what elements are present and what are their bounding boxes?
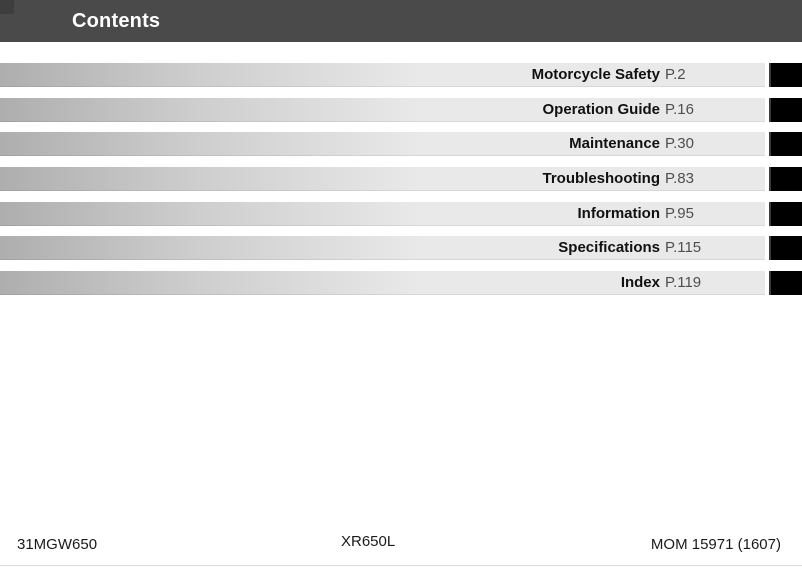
toc-bar: Information P.95 <box>0 201 765 226</box>
toc-item-page: P.83 <box>665 170 694 188</box>
toc-row-troubleshooting: Troubleshooting P.83 <box>0 167 802 192</box>
toc-item-page: P.16 <box>665 100 694 118</box>
toc-side-tab <box>769 167 802 192</box>
toc-bar: Specifications P.115 <box>0 236 765 261</box>
toc-item-label: Information <box>577 204 661 222</box>
toc-side-tab <box>769 236 802 261</box>
toc-item-page: P.2 <box>665 66 686 83</box>
toc-row-operation-guide: Operation Guide P.16 <box>0 97 802 122</box>
toc-side-tab <box>769 97 802 122</box>
toc-row-information: Information P.95 <box>0 201 802 226</box>
toc-side-tab <box>769 132 802 157</box>
toc-item-page: P.95 <box>665 204 694 222</box>
toc-bar: Operation Guide P.16 <box>0 97 765 122</box>
toc-side-tab <box>769 63 802 87</box>
toc-item-page: P.115 <box>665 239 702 257</box>
footer-model-name: XR650L <box>341 533 396 550</box>
toc-item-page: P.119 <box>665 274 702 292</box>
toc-side-tab <box>769 201 802 226</box>
toc-item-page: P.30 <box>665 135 694 153</box>
header-corner-square <box>0 0 14 14</box>
toc-row-index: Index P.119 <box>0 271 802 296</box>
toc-item-label: Operation Guide <box>542 100 660 118</box>
toc-item-label: Specifications <box>558 239 660 257</box>
footer-divider-line <box>0 565 802 566</box>
toc-bar: Maintenance P.30 <box>0 132 765 157</box>
toc-bar: Troubleshooting P.83 <box>0 167 765 192</box>
toc-item-label: Maintenance <box>569 135 660 153</box>
table-of-contents: Motorcycle Safety P.2 Operation Guide P.… <box>0 63 802 306</box>
page-title: Contents <box>72 10 161 32</box>
toc-row-specifications: Specifications P.115 <box>0 236 802 261</box>
footer-part-code: 31MGW650 <box>17 536 98 553</box>
toc-bar: Motorcycle Safety P.2 <box>0 63 765 87</box>
toc-item-label: Troubleshooting <box>542 170 661 188</box>
toc-side-tab <box>769 271 802 296</box>
toc-row-motorcycle-safety: Motorcycle Safety P.2 <box>0 63 802 87</box>
toc-row-maintenance: Maintenance P.30 <box>0 132 802 157</box>
header-band: Contents <box>0 0 802 42</box>
toc-item-label: Index <box>620 274 660 292</box>
footer-print-code: MOM 15971 (1607) <box>650 536 781 553</box>
toc-item-label: Motorcycle Safety <box>531 66 660 83</box>
toc-bar: Index P.119 <box>0 271 765 296</box>
